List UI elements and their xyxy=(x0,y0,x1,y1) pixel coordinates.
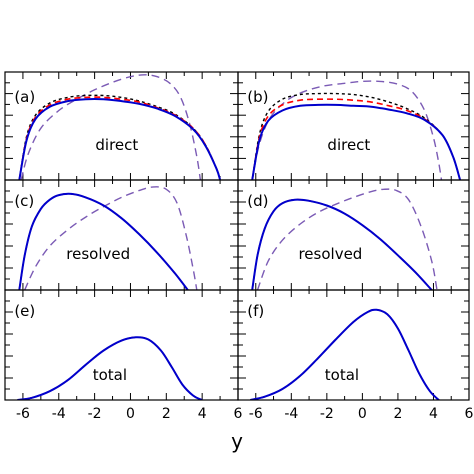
panel-d-series xyxy=(251,188,438,290)
series-line-purple xyxy=(256,188,438,290)
panel-b-tag: (b) xyxy=(247,88,268,106)
panel-f-label: total xyxy=(325,366,359,384)
panel-b-series xyxy=(251,80,462,180)
panel-f-series xyxy=(250,308,440,400)
panel-e-series xyxy=(17,336,203,400)
panel-c-label: resolved xyxy=(66,245,130,263)
x-tick-label: 2 xyxy=(162,406,171,422)
series-line-purple xyxy=(251,80,443,180)
panel-d-yticks xyxy=(237,180,470,290)
x-tick-label: -6 xyxy=(16,406,30,422)
series-line-red xyxy=(251,98,461,180)
series-line-purple xyxy=(24,186,198,290)
x-tick-label: -6 xyxy=(249,406,263,422)
x-tick-label: -2 xyxy=(88,406,102,422)
series-line-purple xyxy=(20,74,202,180)
panel-e: (e) total xyxy=(4,289,239,401)
series-line-blue xyxy=(18,192,189,290)
panel-c-tag: (c) xyxy=(14,192,34,210)
x-tick-label: 6 xyxy=(234,406,243,422)
x-tick-label: -4 xyxy=(52,406,66,422)
x-tick-label: 6 xyxy=(465,406,474,422)
x-tick-label: 4 xyxy=(429,406,438,422)
panel-d: (d) resolved xyxy=(237,179,470,291)
series-line-blue xyxy=(251,198,433,290)
series-line-blue xyxy=(17,336,203,400)
x-tick-label: 0 xyxy=(358,406,367,422)
series-line-blue xyxy=(250,308,440,400)
panels: (a) direct (b) direct (c) resolved (d) resolved… xyxy=(4,71,470,401)
panel-e-tag: (e) xyxy=(14,302,35,320)
x-axis: -6 -4 -2 0 2 4 6 -6 -4 -2 0 2 4 6 xyxy=(16,406,474,422)
panel-d-tag: (d) xyxy=(247,192,268,210)
panel-b-label: direct xyxy=(327,136,370,154)
x-tick-label: -2 xyxy=(320,406,334,422)
panel-a-tag: (a) xyxy=(14,88,35,106)
x-tick-label: 0 xyxy=(126,406,135,422)
panel-a-yticks xyxy=(4,72,239,180)
series-line-blue xyxy=(251,103,462,180)
x-tick-label: -4 xyxy=(284,406,298,422)
x-tick-label: 4 xyxy=(198,406,207,422)
x-tick-label: 2 xyxy=(393,406,402,422)
panel-d-label: resolved xyxy=(298,245,362,263)
series-line-blue xyxy=(18,97,222,180)
x-axis-label: y xyxy=(231,429,243,453)
panel-c-series xyxy=(18,186,198,290)
panel-f-frame xyxy=(237,289,470,401)
panel-f-tag: (f) xyxy=(247,302,264,320)
panel-e-label: total xyxy=(93,366,127,384)
panel-a-series xyxy=(18,74,222,180)
panel-f: (f) total xyxy=(237,289,470,401)
panel-a-label: direct xyxy=(95,136,138,154)
panel-f-yticks xyxy=(237,290,470,400)
